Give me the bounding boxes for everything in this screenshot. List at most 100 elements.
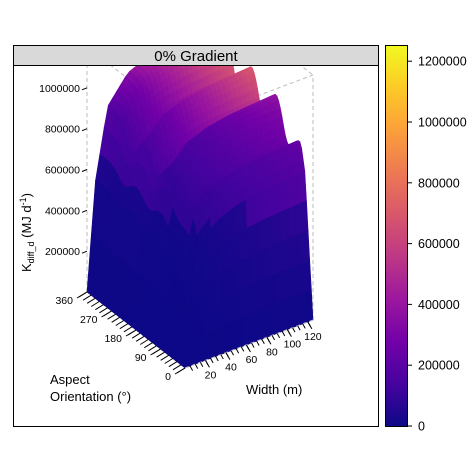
x-axis-minor-tick (225, 352, 229, 358)
y-axis-tick-label: 360 (55, 295, 73, 307)
z-axis-tick (81, 87, 88, 91)
surface-mesh (86, 24, 314, 369)
y-axis-minor-tick (172, 364, 182, 371)
x-axis-minor-tick (199, 361, 204, 367)
surface-facet (191, 35, 197, 38)
x-axis-minor-tick (286, 329, 291, 335)
surface-facet (204, 29, 210, 32)
x-axis-tick-label: 120 (304, 331, 322, 343)
y-axis-minor-tick (164, 358, 174, 364)
surface-facet (201, 32, 207, 35)
y-axis-tick (76, 291, 88, 299)
x-axis-minor-tick (271, 335, 275, 341)
y-axis-tick (101, 310, 112, 318)
z-axis-tick (81, 250, 88, 254)
surface-facet (192, 41, 198, 45)
surface-facet (205, 35, 211, 39)
strip-background (13, 45, 379, 66)
y-axis-tick-label: 180 (104, 333, 122, 345)
colorbar-tick-label: 600000 (418, 237, 460, 251)
y-axis-minor-tick (139, 339, 149, 345)
y-axis-minor-tick (107, 313, 116, 320)
surface-facet (193, 36, 199, 39)
x-axis-minor-tick (266, 337, 270, 343)
y-axis-label-line2: Orientation (°) (50, 389, 131, 404)
surface-facet (202, 27, 208, 30)
bounding-box-front (184, 319, 314, 369)
surface-facet (206, 37, 212, 41)
surface-facet (211, 24, 217, 27)
y-axis-minor-tick (82, 294, 92, 301)
surface-facet (214, 26, 220, 29)
surface-facet (211, 30, 217, 34)
surface-plot (86, 0, 314, 369)
surface-facet (200, 37, 206, 41)
y-axis-minor-tick (135, 335, 145, 342)
surface-facet (210, 28, 216, 31)
z-axis-tick-label: 1000000 (39, 83, 80, 95)
surface-facet (208, 27, 214, 30)
surface-facet (181, 37, 187, 40)
x-axis-minor-tick (302, 323, 306, 329)
x-axis-minor-tick (276, 333, 281, 339)
x-axis-minor-tick (251, 342, 255, 348)
y-axis-minor-tick (86, 297, 96, 304)
z-axis-label: Kdiff_d (MJ d-1) (18, 193, 36, 272)
z-axis-tick-label: 600000 (45, 165, 80, 177)
y-axis-tick (174, 367, 186, 375)
colorbar-tick-label: 800000 (418, 176, 460, 190)
colorbar-tick-label: 200000 (418, 359, 460, 373)
x-axis-tick-label: 40 (225, 362, 237, 374)
y-axis-tick-label: 270 (80, 314, 98, 326)
surface-facet (172, 41, 178, 45)
surface-facet (212, 25, 218, 28)
bounding-box-edge (184, 319, 314, 369)
z-axis-tick-label: 400000 (45, 205, 80, 217)
z-axis-label-close: ) (19, 193, 34, 197)
y-axis-minor-tick (148, 345, 157, 352)
x-axis-minor-tick (261, 338, 265, 344)
z-axis-tick (81, 128, 88, 132)
x-axis-minor-tick (292, 327, 296, 333)
y-axis-minor-tick (168, 361, 178, 368)
x-axis-minor-tick (256, 340, 260, 346)
surface-facet (208, 40, 214, 45)
y-axis: 0 90 180 270 360 (55, 291, 186, 383)
bounding-box-edge (87, 0, 215, 47)
colorbar-tick-label: 1000000 (418, 116, 467, 130)
y-axis-tick-label: 0 (165, 371, 171, 383)
x-axis-minor-tick (220, 354, 224, 360)
surface-facet (213, 31, 219, 35)
y-axis-tick-label: 90 (135, 352, 147, 364)
surface-facet (221, 34, 227, 39)
x-axis-minor-tick (210, 358, 214, 364)
surface-facet (199, 36, 205, 40)
surface-facet (194, 38, 200, 42)
surface-facet (212, 38, 218, 43)
surface-facet (200, 31, 206, 34)
x-axis-minor-tick (307, 321, 311, 327)
y-axis-minor-tick (119, 323, 129, 330)
surface-facet (187, 37, 193, 40)
surface-facet (209, 33, 215, 37)
surface-facet (188, 38, 194, 42)
surface-facet (218, 39, 224, 45)
surface-facet (189, 33, 195, 36)
z-axis-label-sup: -1 (18, 197, 28, 205)
surface-facet (197, 34, 203, 38)
surface-facet (198, 29, 204, 32)
surface-facet (217, 30, 223, 34)
y-axis-minor-tick (144, 342, 153, 349)
x-axis-tick-label: 80 (266, 346, 278, 358)
y-axis-tick (150, 348, 161, 356)
colorbar-tick-label: 1200000 (418, 55, 467, 69)
x-axis-minor-tick (297, 325, 301, 331)
x-axis-minor-tick (205, 360, 209, 366)
surface-facet (195, 33, 201, 36)
y-axis-minor-tick (115, 320, 125, 326)
z-axis-tick (81, 209, 88, 213)
x-axis-tick-label: 20 (205, 369, 217, 381)
surface-facet (210, 35, 216, 39)
surface-facet (207, 25, 213, 28)
x-axis-minor-tick (215, 356, 219, 362)
